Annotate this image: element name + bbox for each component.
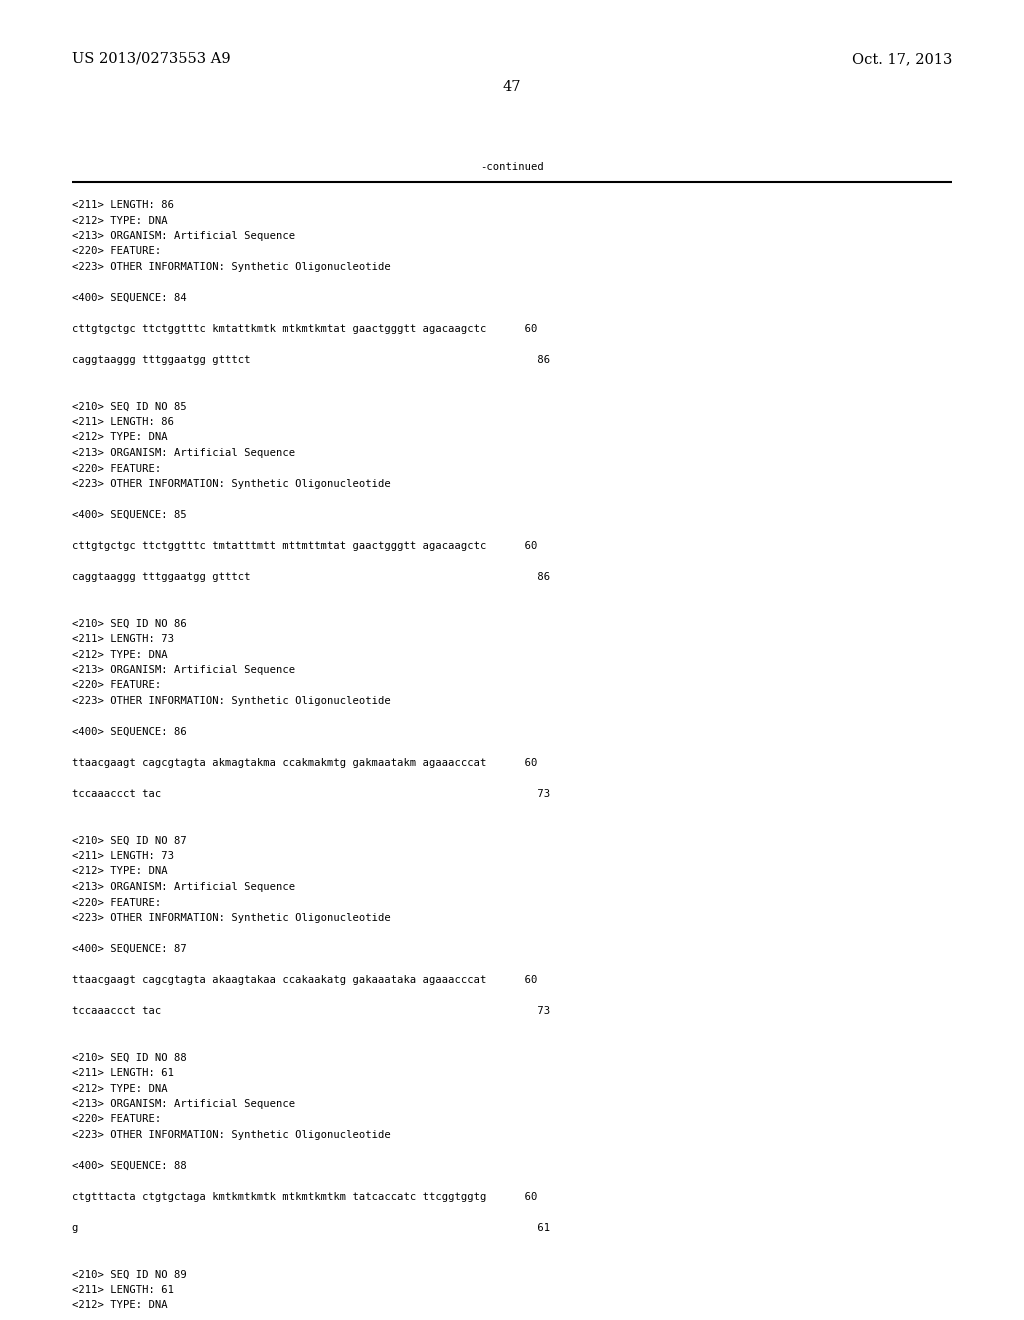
Text: <213> ORGANISM: Artificial Sequence: <213> ORGANISM: Artificial Sequence: [72, 665, 295, 675]
Text: cttgtgctgc ttctggtttc kmtattkmtk mtkmtkmtat gaactgggtt agacaagctc      60: cttgtgctgc ttctggtttc kmtattkmtk mtkmtkm…: [72, 323, 538, 334]
Text: <223> OTHER INFORMATION: Synthetic Oligonucleotide: <223> OTHER INFORMATION: Synthetic Oligo…: [72, 479, 391, 488]
Text: <223> OTHER INFORMATION: Synthetic Oligonucleotide: <223> OTHER INFORMATION: Synthetic Oligo…: [72, 261, 391, 272]
Text: <212> TYPE: DNA: <212> TYPE: DNA: [72, 433, 168, 442]
Text: <212> TYPE: DNA: <212> TYPE: DNA: [72, 649, 168, 660]
Text: caggtaaggg tttggaatgg gtttct                                             86: caggtaaggg tttggaatgg gtttct 86: [72, 572, 550, 582]
Text: <400> SEQUENCE: 86: <400> SEQUENCE: 86: [72, 727, 186, 737]
Text: US 2013/0273553 A9: US 2013/0273553 A9: [72, 51, 230, 66]
Text: <210> SEQ ID NO 86: <210> SEQ ID NO 86: [72, 619, 186, 628]
Text: <212> TYPE: DNA: <212> TYPE: DNA: [72, 215, 168, 226]
Text: 47: 47: [503, 81, 521, 94]
Text: -continued: -continued: [480, 162, 544, 172]
Text: <212> TYPE: DNA: <212> TYPE: DNA: [72, 1084, 168, 1093]
Text: <400> SEQUENCE: 87: <400> SEQUENCE: 87: [72, 944, 186, 954]
Text: <212> TYPE: DNA: <212> TYPE: DNA: [72, 866, 168, 876]
Text: tccaaaccct tac                                                           73: tccaaaccct tac 73: [72, 1006, 550, 1016]
Text: <223> OTHER INFORMATION: Synthetic Oligonucleotide: <223> OTHER INFORMATION: Synthetic Oligo…: [72, 913, 391, 923]
Text: <400> SEQUENCE: 88: <400> SEQUENCE: 88: [72, 1162, 186, 1171]
Text: ttaacgaagt cagcgtagta akmagtakma ccakmakmtg gakmaatakm agaaacccat      60: ttaacgaagt cagcgtagta akmagtakma ccakmak…: [72, 758, 538, 768]
Text: <211> LENGTH: 73: <211> LENGTH: 73: [72, 851, 174, 861]
Text: <210> SEQ ID NO 88: <210> SEQ ID NO 88: [72, 1052, 186, 1063]
Text: ctgtttacta ctgtgctaga kmtkmtkmtk mtkmtkmtkm tatcaccatc ttcggtggtg      60: ctgtttacta ctgtgctaga kmtkmtkmtk mtkmtkm…: [72, 1192, 538, 1203]
Text: g                                                                        61: g 61: [72, 1224, 550, 1233]
Text: ttaacgaagt cagcgtagta akaagtakaa ccakaakatg gakaaataka agaaacccat      60: ttaacgaagt cagcgtagta akaagtakaa ccakaak…: [72, 975, 538, 985]
Text: <400> SEQUENCE: 85: <400> SEQUENCE: 85: [72, 510, 186, 520]
Text: <211> LENGTH: 86: <211> LENGTH: 86: [72, 417, 174, 426]
Text: <213> ORGANISM: Artificial Sequence: <213> ORGANISM: Artificial Sequence: [72, 1100, 295, 1109]
Text: <400> SEQUENCE: 84: <400> SEQUENCE: 84: [72, 293, 186, 304]
Text: <220> FEATURE:: <220> FEATURE:: [72, 247, 161, 256]
Text: <210> SEQ ID NO 89: <210> SEQ ID NO 89: [72, 1270, 186, 1279]
Text: <210> SEQ ID NO 85: <210> SEQ ID NO 85: [72, 401, 186, 412]
Text: <212> TYPE: DNA: <212> TYPE: DNA: [72, 1300, 168, 1311]
Text: <220> FEATURE:: <220> FEATURE:: [72, 681, 161, 690]
Text: caggtaaggg tttggaatgg gtttct                                             86: caggtaaggg tttggaatgg gtttct 86: [72, 355, 550, 366]
Text: <220> FEATURE:: <220> FEATURE:: [72, 898, 161, 908]
Text: <213> ORGANISM: Artificial Sequence: <213> ORGANISM: Artificial Sequence: [72, 882, 295, 892]
Text: <211> LENGTH: 73: <211> LENGTH: 73: [72, 634, 174, 644]
Text: <210> SEQ ID NO 87: <210> SEQ ID NO 87: [72, 836, 186, 846]
Text: <211> LENGTH: 86: <211> LENGTH: 86: [72, 201, 174, 210]
Text: <223> OTHER INFORMATION: Synthetic Oligonucleotide: <223> OTHER INFORMATION: Synthetic Oligo…: [72, 696, 391, 706]
Text: <213> ORGANISM: Artificial Sequence: <213> ORGANISM: Artificial Sequence: [72, 447, 295, 458]
Text: cttgtgctgc ttctggtttc tmtatttmtt mttmttmtat gaactgggtt agacaagctc      60: cttgtgctgc ttctggtttc tmtatttmtt mttmttm…: [72, 541, 538, 550]
Text: <211> LENGTH: 61: <211> LENGTH: 61: [72, 1284, 174, 1295]
Text: <213> ORGANISM: Artificial Sequence: <213> ORGANISM: Artificial Sequence: [72, 231, 295, 242]
Text: Oct. 17, 2013: Oct. 17, 2013: [852, 51, 952, 66]
Text: tccaaaccct tac                                                           73: tccaaaccct tac 73: [72, 789, 550, 799]
Text: <220> FEATURE:: <220> FEATURE:: [72, 1114, 161, 1125]
Text: <223> OTHER INFORMATION: Synthetic Oligonucleotide: <223> OTHER INFORMATION: Synthetic Oligo…: [72, 1130, 391, 1140]
Text: <211> LENGTH: 61: <211> LENGTH: 61: [72, 1068, 174, 1078]
Text: <220> FEATURE:: <220> FEATURE:: [72, 463, 161, 474]
